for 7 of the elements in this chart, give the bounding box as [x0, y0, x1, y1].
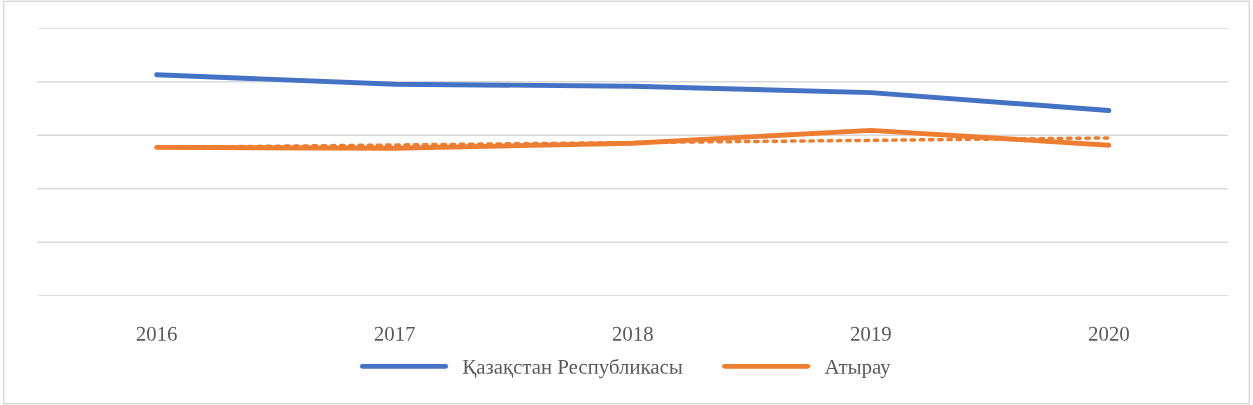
x-tick-label: 2020 — [1088, 326, 1129, 341]
legend-label: Атырау — [824, 359, 891, 379]
x-tick-label: 2019 — [850, 326, 891, 341]
legend-label: Қазақстан Республикасы — [462, 358, 683, 379]
x-tick-label: 2017 — [374, 326, 415, 341]
x-tick-label: 2018 — [612, 326, 653, 341]
x-tick-label: 2016 — [136, 326, 177, 341]
